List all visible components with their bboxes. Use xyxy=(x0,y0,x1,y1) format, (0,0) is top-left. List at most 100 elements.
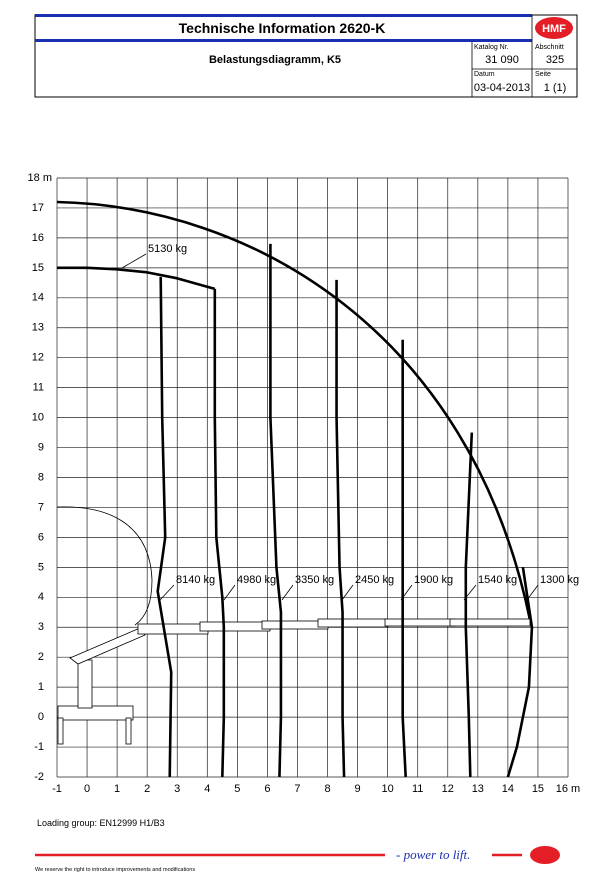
header: Technische Information 2620-K HMF Belast… xyxy=(34,14,578,98)
logo-text: HMF xyxy=(542,23,566,35)
section-label: Abschnitt xyxy=(535,44,564,51)
y-tick-label: 17 xyxy=(32,202,44,214)
load-curve xyxy=(506,567,534,778)
x-tick-label: 6 xyxy=(264,783,270,795)
x-tick-label: 3 xyxy=(174,783,180,795)
crane xyxy=(56,506,531,745)
header-band xyxy=(35,39,532,42)
y-tick-label: -2 xyxy=(34,771,44,783)
catalog: 31 090 xyxy=(485,54,519,66)
loading-group: Loading group: EN12999 H1/B3 xyxy=(37,818,165,828)
x-tick-label: 16 m xyxy=(556,783,580,795)
x-tick-label: 4 xyxy=(204,783,210,795)
outer-boom xyxy=(137,623,209,635)
y-tick-label: 11 xyxy=(33,382,44,394)
load-label: 2450 kg xyxy=(355,574,394,586)
load-label: 5130 kg xyxy=(148,243,187,255)
y-tick-label: 12 xyxy=(32,352,44,364)
y-tick-label: 13 xyxy=(32,322,44,334)
header-band xyxy=(35,14,532,17)
title: Technische Information 2620-K xyxy=(179,20,386,36)
stabilizer xyxy=(125,717,132,745)
y-tick-label: 2 xyxy=(38,651,44,663)
y-tick-label: 5 xyxy=(38,561,44,573)
leader xyxy=(526,584,539,601)
x-tick-label: -1 xyxy=(52,783,62,795)
leader xyxy=(281,584,294,601)
x-tick-label: 0 xyxy=(84,783,90,795)
load-curve xyxy=(156,276,173,778)
load-label: 1900 kg xyxy=(414,574,453,586)
extension xyxy=(449,618,531,627)
envelope xyxy=(56,200,532,621)
load-curve xyxy=(213,288,226,778)
load-label: 4980 kg xyxy=(237,574,276,586)
y-tick-label: 18 m xyxy=(28,172,52,184)
y-tick-label: 15 xyxy=(32,262,44,274)
footer-logo xyxy=(530,846,560,864)
y-tick-label: -1 xyxy=(34,741,44,753)
column xyxy=(77,659,93,709)
y-tick-label: 1 xyxy=(38,681,44,693)
load-label: 3350 kg xyxy=(295,574,334,586)
x-tick-label: 2 xyxy=(144,783,150,795)
load-curves: 5130 kg 8140 kg 4980 kg 3350 kg 2450 kg 1900 … xyxy=(57,243,579,778)
extension xyxy=(384,618,456,627)
y-tick-label: 16 xyxy=(32,232,44,244)
x-tick-label: 13 xyxy=(472,783,484,795)
y-tick-label: 3 xyxy=(38,621,44,633)
stabilizer xyxy=(57,717,64,745)
y-tick-label: 4 xyxy=(38,591,44,603)
load-label: 1540 kg xyxy=(478,574,517,586)
load-label: 8140 kg xyxy=(176,574,215,586)
x-tick-label: 11 xyxy=(412,783,423,795)
y-tick-label: 7 xyxy=(38,501,44,513)
x-tick-label: 15 xyxy=(532,783,544,795)
load-curve xyxy=(401,339,407,778)
slogan: - power to lift. xyxy=(396,847,470,862)
extension xyxy=(199,621,271,632)
date: 03-04-2013 xyxy=(474,82,530,94)
x-tick-label: 10 xyxy=(382,783,394,795)
crane-base xyxy=(57,705,134,721)
y-tick-label: 6 xyxy=(38,531,44,543)
y-tick-label: 8 xyxy=(38,471,44,483)
y-tick-label: 10 xyxy=(32,412,44,424)
y-tick-label: 0 xyxy=(38,711,44,723)
footer: Loading group: EN12999 H1/B3 - power to … xyxy=(35,818,560,873)
y-tick-label: 14 xyxy=(32,292,44,304)
disclaimer: We reserve the right to introduce improv… xyxy=(35,867,195,873)
x-tick-label: 5 xyxy=(234,783,240,795)
date-label: Datum xyxy=(474,71,495,78)
load-curve xyxy=(335,279,346,778)
page-number: 1 (1) xyxy=(544,82,567,94)
leader xyxy=(341,584,354,601)
x-tick-label: 7 xyxy=(294,783,300,795)
section: 325 xyxy=(546,54,564,66)
y-tick-label: 9 xyxy=(38,441,44,453)
extension xyxy=(317,618,389,628)
leader xyxy=(463,584,477,601)
leader xyxy=(159,584,175,601)
x-tick-label: 8 xyxy=(324,783,330,795)
slew-arc xyxy=(56,506,153,626)
load-curve xyxy=(269,243,283,778)
x-tick-label: 14 xyxy=(502,783,514,795)
x-tick-label: 1 xyxy=(114,783,120,795)
grid: -1 0 1 2 3 4 5 6 7 8 9 10 11 12 13 14 15 16 m-2-101234567… xyxy=(28,172,581,795)
subtitle: Belastungsdiagramm, K5 xyxy=(209,54,341,66)
inner-boom xyxy=(69,627,146,665)
leader xyxy=(121,253,147,269)
load-label: 1300 kg xyxy=(540,574,579,586)
x-tick-label: 12 xyxy=(442,783,454,795)
logo xyxy=(535,17,573,39)
load-curve xyxy=(57,266,216,291)
leader xyxy=(400,584,413,601)
page-label: Seite xyxy=(535,71,551,78)
catalog-label: Katalog Nr. xyxy=(474,44,509,51)
x-tick-label: 9 xyxy=(355,783,361,795)
load-curve xyxy=(464,432,474,778)
leader xyxy=(223,584,236,601)
